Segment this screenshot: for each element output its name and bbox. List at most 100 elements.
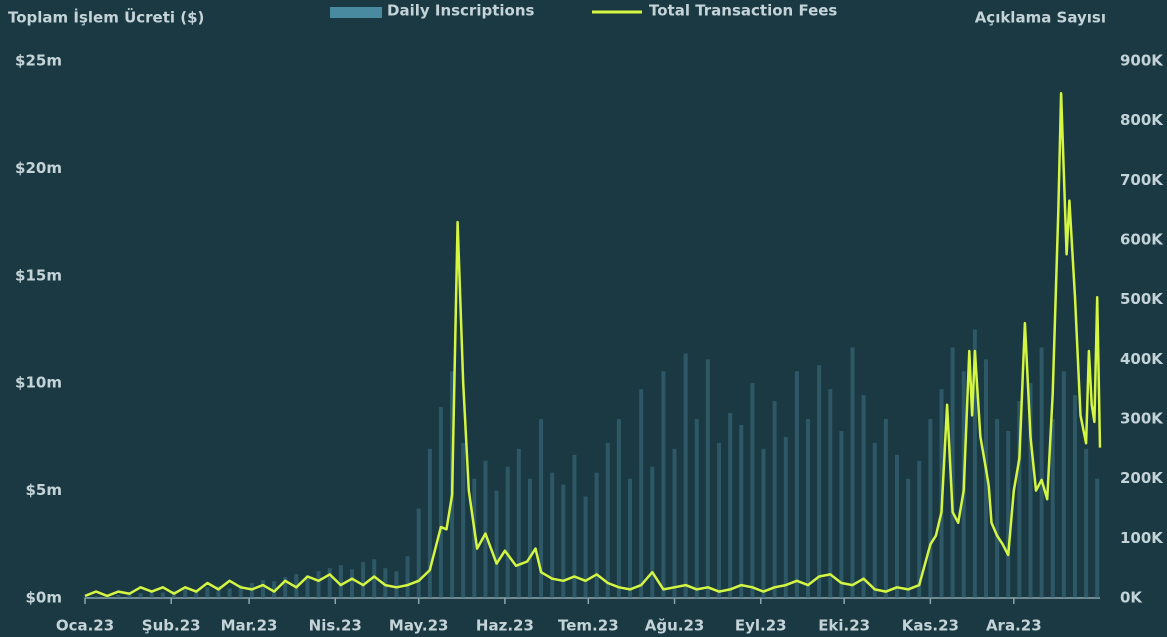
bar bbox=[183, 589, 188, 598]
bar bbox=[861, 395, 866, 598]
legend-label: Total Transaction Fees bbox=[649, 2, 837, 20]
bar bbox=[405, 556, 410, 598]
x-tick-label: Eki.23 bbox=[818, 617, 870, 635]
bar bbox=[883, 419, 888, 598]
bar bbox=[416, 508, 421, 598]
bar bbox=[783, 436, 788, 598]
bar bbox=[983, 359, 988, 598]
bar bbox=[327, 568, 332, 598]
bar bbox=[972, 329, 977, 598]
bar bbox=[505, 466, 510, 598]
x-tick-label: Kas.23 bbox=[902, 617, 959, 635]
y-tick-label: $10m bbox=[15, 374, 62, 392]
bar bbox=[1095, 478, 1100, 598]
legend-swatch bbox=[330, 7, 382, 18]
bar bbox=[160, 592, 165, 598]
bar bbox=[149, 592, 154, 598]
bar bbox=[361, 562, 366, 598]
bar bbox=[483, 460, 488, 598]
bar bbox=[728, 413, 733, 598]
bar bbox=[683, 353, 688, 598]
bar bbox=[761, 448, 766, 598]
bar bbox=[305, 575, 310, 598]
x-tick-label: Eyl.23 bbox=[735, 617, 787, 635]
y2-tick-label: 900K bbox=[1120, 52, 1164, 70]
bar bbox=[839, 430, 844, 598]
x-tick-label: Nis.23 bbox=[309, 617, 362, 635]
bar bbox=[794, 371, 799, 598]
bar bbox=[616, 419, 621, 598]
bar bbox=[995, 419, 1000, 598]
bar bbox=[260, 580, 265, 598]
bar bbox=[917, 460, 922, 598]
bar bbox=[1006, 430, 1011, 598]
bar bbox=[227, 588, 232, 598]
y2-axis-title: Açıklama Sayısı bbox=[975, 9, 1106, 27]
bar bbox=[83, 596, 87, 598]
bar bbox=[817, 365, 822, 598]
bar bbox=[461, 442, 466, 598]
bar bbox=[928, 419, 933, 598]
y-tick-label: $15m bbox=[15, 266, 62, 284]
bar bbox=[216, 586, 221, 598]
y-tick-label: $20m bbox=[15, 159, 62, 177]
bar bbox=[127, 594, 132, 598]
bar bbox=[828, 389, 833, 598]
bar bbox=[94, 596, 99, 598]
fee-line bbox=[84, 91, 1102, 598]
bar bbox=[561, 484, 566, 598]
bar bbox=[1084, 448, 1089, 598]
bar bbox=[950, 347, 955, 598]
bar bbox=[705, 359, 710, 598]
bar bbox=[283, 577, 288, 598]
bar bbox=[194, 589, 199, 598]
bar bbox=[895, 454, 899, 598]
y2-tick-label: 700K bbox=[1120, 171, 1164, 189]
bar bbox=[372, 559, 377, 598]
bar bbox=[672, 448, 677, 598]
bar bbox=[539, 419, 544, 598]
bar bbox=[316, 571, 321, 598]
bar bbox=[872, 442, 877, 598]
bar bbox=[583, 496, 588, 598]
bar bbox=[438, 407, 443, 598]
bar bbox=[516, 448, 521, 598]
bar bbox=[472, 478, 477, 598]
bar bbox=[494, 490, 499, 598]
y2-tick-label: 200K bbox=[1120, 469, 1164, 487]
y2-tick-label: 800K bbox=[1120, 111, 1164, 129]
x-tick-label: Ara.23 bbox=[986, 617, 1042, 635]
x-tick-label: Ağu.23 bbox=[645, 617, 705, 635]
bar bbox=[394, 571, 399, 598]
bar bbox=[594, 472, 599, 598]
bar bbox=[1072, 395, 1077, 598]
y-tick-label: $5m bbox=[25, 481, 62, 499]
x-tick-label: Şub.23 bbox=[142, 617, 201, 635]
bar bbox=[1039, 347, 1044, 598]
x-tick-label: Mar.23 bbox=[221, 617, 278, 635]
bar bbox=[138, 593, 143, 598]
bar bbox=[383, 568, 388, 598]
bar bbox=[694, 419, 699, 598]
bar bbox=[639, 389, 644, 598]
x-tick-label: Haz.23 bbox=[476, 617, 534, 635]
bar bbox=[338, 565, 343, 598]
bar bbox=[750, 383, 755, 598]
bar bbox=[650, 466, 655, 598]
x-tick-label: Oca.23 bbox=[56, 617, 114, 635]
legend-label: Daily Inscriptions bbox=[387, 2, 535, 20]
bar bbox=[349, 569, 354, 598]
y2-tick-label: 300K bbox=[1120, 410, 1164, 428]
bar bbox=[116, 595, 121, 598]
bar bbox=[1050, 419, 1055, 598]
bar bbox=[628, 478, 633, 598]
bar bbox=[527, 478, 532, 598]
bar bbox=[550, 472, 555, 598]
y2-tick-label: 400K bbox=[1120, 350, 1164, 368]
bar bbox=[739, 424, 744, 598]
bar bbox=[238, 584, 243, 598]
y2-tick-label: 0K bbox=[1120, 589, 1143, 607]
bar bbox=[605, 442, 610, 598]
